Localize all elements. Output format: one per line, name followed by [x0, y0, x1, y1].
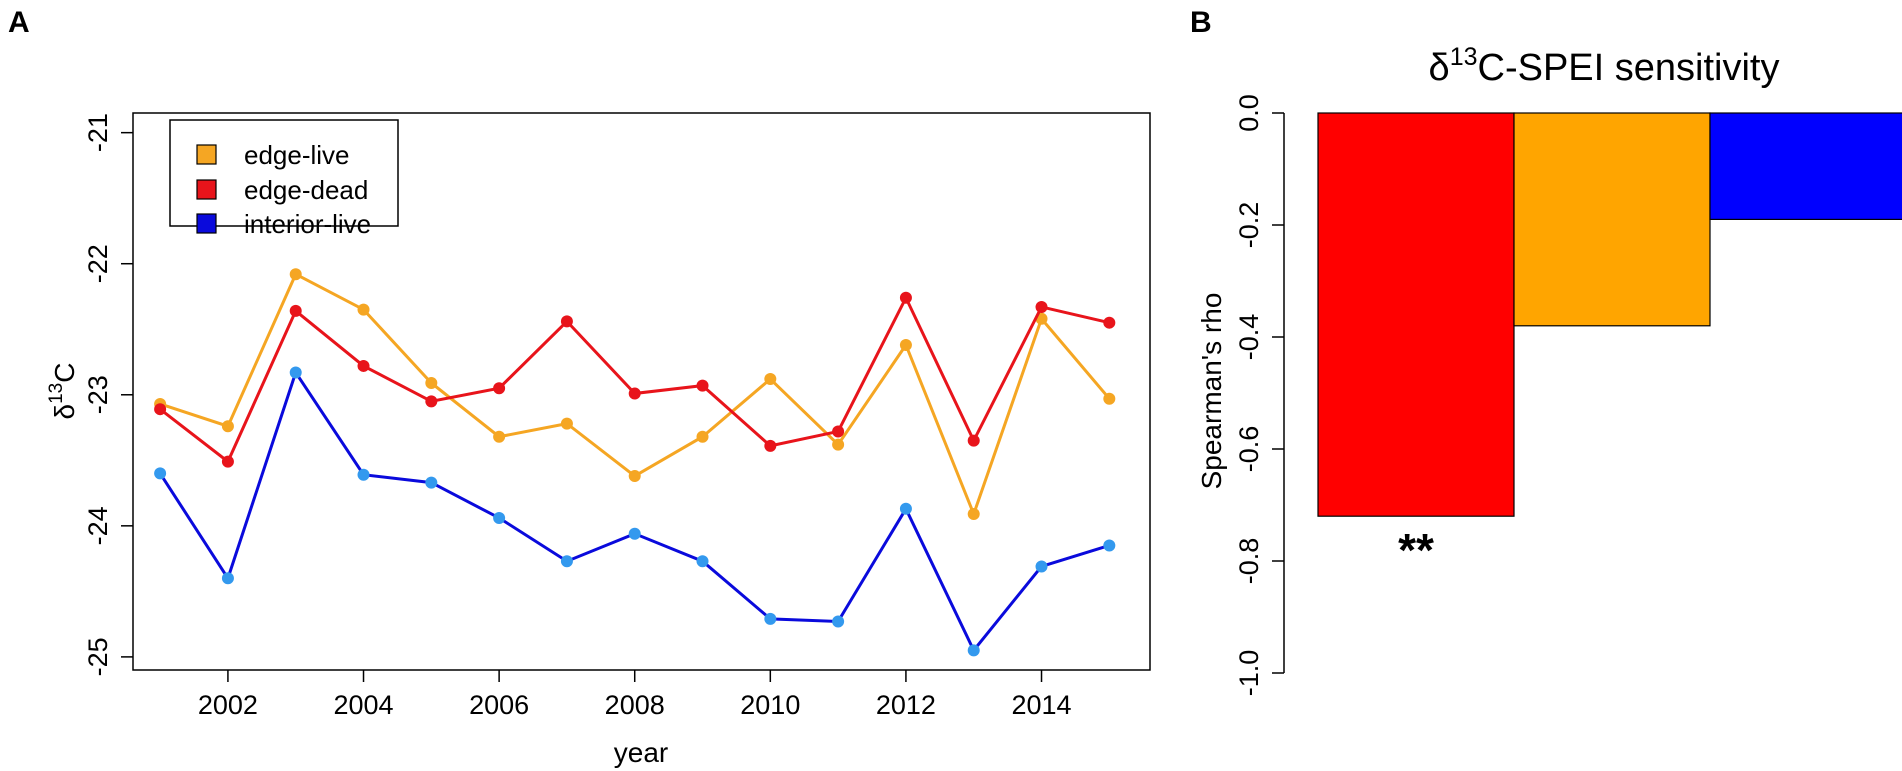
data-point[interactable] — [1035, 300, 1048, 313]
x-tick-label: 2002 — [198, 690, 258, 720]
data-point[interactable] — [560, 555, 573, 568]
legend-box — [169, 119, 399, 227]
data-point[interactable] — [560, 417, 573, 430]
data-point[interactable] — [493, 511, 506, 524]
panel-label-a: A — [8, 6, 30, 39]
data-point[interactable] — [357, 359, 370, 372]
panel-label-b: B — [1190, 6, 1212, 39]
legend-item-edge-dead[interactable]: edge-dead — [196, 175, 368, 205]
data-point[interactable] — [1103, 316, 1116, 329]
bar-chart-panel: δ13C-SPEI sensitivity Spearman's rho 0.0… — [1196, 43, 1902, 696]
data-point[interactable] — [289, 304, 302, 317]
data-point[interactable] — [899, 338, 912, 351]
y-tick-label: -22 — [83, 244, 113, 283]
x-tick-label: 2014 — [1011, 690, 1071, 720]
data-point[interactable] — [832, 438, 845, 451]
legend-label: interior-live — [244, 209, 371, 239]
legend-swatch — [196, 179, 217, 200]
y-tick-label: -23 — [83, 375, 113, 414]
data-point[interactable] — [764, 439, 777, 452]
series-edge-dead — [154, 291, 1116, 468]
y-tick-label: -21 — [83, 113, 113, 152]
data-point[interactable] — [696, 430, 709, 443]
data-point[interactable] — [221, 455, 234, 468]
data-point[interactable] — [154, 403, 167, 416]
data-point[interactable] — [764, 612, 777, 625]
series-interior-live — [154, 366, 1116, 657]
data-point[interactable] — [967, 508, 980, 521]
legend-swatch — [196, 213, 217, 234]
x-tick-label: 2006 — [469, 690, 529, 720]
y-tick-label: -25 — [83, 637, 113, 676]
data-point[interactable] — [832, 615, 845, 628]
x-axis: 2002 2004 2006 2008 2010 2012 2014 — [198, 670, 1072, 720]
data-point[interactable] — [357, 303, 370, 316]
x-tick-label: 2010 — [740, 690, 800, 720]
data-point[interactable] — [425, 376, 438, 389]
legend-item-interior-live[interactable]: interior-live — [196, 209, 371, 239]
legend-swatch — [196, 144, 217, 165]
data-point[interactable] — [696, 379, 709, 392]
data-point[interactable] — [899, 291, 912, 304]
data-point[interactable] — [425, 476, 438, 489]
bars-group: ** — [1317, 112, 1902, 576]
bar-y-axis-title: Spearman's rho — [1196, 293, 1227, 490]
legend-item-edge-live[interactable]: edge-live — [196, 140, 350, 170]
x-tick-label: 2004 — [333, 690, 393, 720]
bar-y-tick-label: 0.0 — [1234, 94, 1264, 132]
data-point[interactable] — [832, 425, 845, 438]
x-tick-label: 2008 — [605, 690, 665, 720]
plot-frame — [132, 112, 1151, 671]
data-point[interactable] — [628, 527, 641, 540]
bar-edge-dead[interactable] — [1317, 112, 1515, 517]
data-point[interactable] — [221, 420, 234, 433]
bar-edge-live[interactable] — [1513, 112, 1711, 327]
line-chart-panel: -25 -24 -23 -22 -21 2002 2004 2006 2008 2010 2012… — [46, 112, 1151, 768]
bar-y-tick-label: -0.2 — [1234, 202, 1264, 249]
series-line — [158, 369, 1110, 654]
data-point[interactable] — [1103, 392, 1116, 405]
data-point[interactable] — [289, 268, 302, 281]
data-point[interactable] — [967, 644, 980, 657]
data-point[interactable] — [1035, 560, 1048, 573]
x-axis-title: year — [614, 737, 668, 768]
significance-label: ** — [1398, 524, 1434, 576]
data-point[interactable] — [696, 555, 709, 568]
bar-interior-live[interactable] — [1709, 112, 1902, 221]
bar-y-tick-label: -1.0 — [1234, 650, 1264, 697]
data-point[interactable] — [493, 430, 506, 443]
x-tick-label: 2012 — [876, 690, 936, 720]
legend-label: edge-live — [244, 140, 350, 170]
data-point[interactable] — [899, 502, 912, 515]
data-point[interactable] — [357, 468, 370, 481]
y-tick-label: -24 — [83, 506, 113, 545]
data-point[interactable] — [764, 373, 777, 386]
y-axis: -25 -24 -23 -22 -21 — [83, 113, 133, 676]
legend[interactable]: edge-live edge-dead interior-live — [169, 119, 399, 239]
y-axis-title: δ13C — [46, 363, 80, 420]
series-group — [154, 268, 1116, 657]
bar-y-tick-label: -0.4 — [1234, 314, 1264, 361]
series-line — [159, 294, 1110, 464]
data-point[interactable] — [628, 470, 641, 483]
data-point[interactable] — [425, 395, 438, 408]
data-point[interactable] — [493, 382, 506, 395]
data-point[interactable] — [628, 387, 641, 400]
data-point[interactable] — [289, 366, 302, 379]
data-point[interactable] — [967, 434, 980, 447]
data-point[interactable] — [1103, 539, 1116, 552]
legend-label: edge-dead — [244, 175, 368, 205]
data-point[interactable] — [221, 572, 234, 585]
bar-y-axis: 0.0 -0.2 -0.4 -0.6 -0.8 -1.0 — [1234, 94, 1285, 697]
data-point[interactable] — [560, 315, 573, 328]
bar-y-tick-label: -0.8 — [1234, 538, 1264, 585]
bar-y-tick-label: -0.6 — [1234, 426, 1264, 473]
bar-chart-title: δ13C-SPEI sensitivity — [1429, 43, 1780, 89]
series-edge-live — [154, 268, 1116, 521]
data-point[interactable] — [154, 467, 167, 480]
